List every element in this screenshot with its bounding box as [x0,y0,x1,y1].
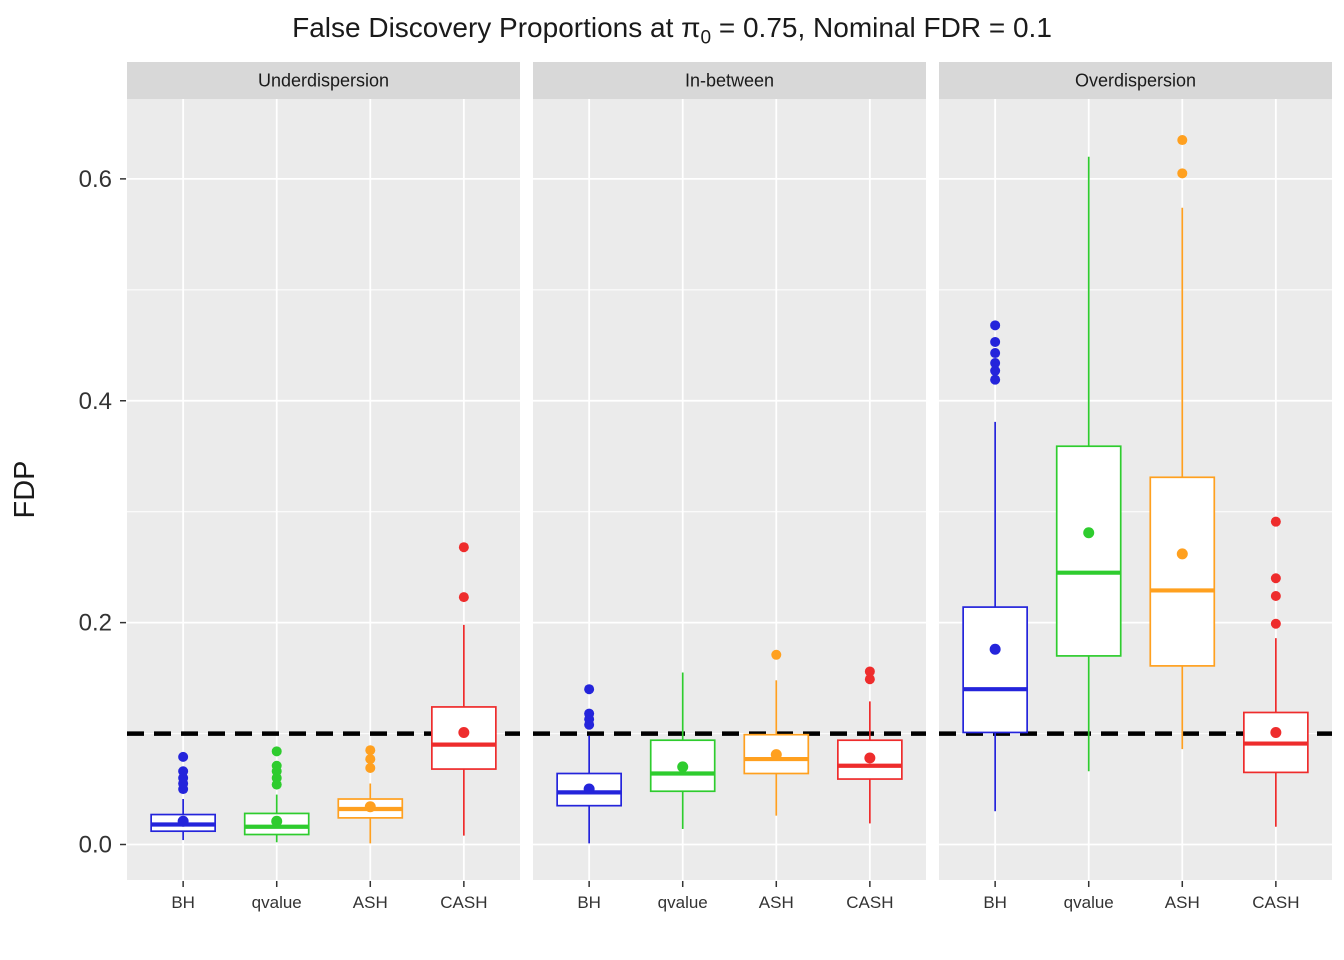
mean-dot [864,752,876,764]
outlier-dot [1177,135,1188,146]
box [962,606,1028,734]
boxplot-overdispersion-bh [962,320,1028,812]
chart-title-subscript: 0 [700,27,712,49]
outlier-dot [458,542,469,553]
outlier-dot [178,766,189,777]
mean-dot [271,815,283,827]
facet-strip-label: In-between [685,71,774,91]
box [431,706,497,770]
y-tick-label: 0.4 [79,388,112,415]
mean-dot [770,749,782,761]
box [1149,476,1216,667]
outlier-dot [990,358,1001,369]
x-tick-label: qvalue [1064,893,1114,912]
outlier-dot [990,365,1001,376]
mean-dot [177,815,189,827]
mean-dot [583,783,595,795]
x-tick-label: BH [577,893,601,912]
outlier-dot [1270,516,1281,527]
outlier-dot [271,760,282,771]
boxplot-in-between-cash [837,666,903,824]
boxplot-in-between-bh [556,684,622,844]
outlier-dot [990,336,1001,347]
outlier-dot [990,374,1001,385]
x-tick-label: CASH [440,893,487,912]
facet-strip-label: Underdispersion [258,71,389,91]
outlier-dot [271,746,282,757]
mean-dot [989,643,1001,655]
x-tick-label: ASH [353,893,388,912]
chart-title-pre: False Discovery Proportions at π [292,12,701,43]
boxplot-underdispersion-cash [431,542,497,836]
facet-strip [533,62,926,99]
x-tick-label: BH [171,893,195,912]
boxplot-overdispersion-ash [1149,135,1216,750]
mean-dot [1176,548,1188,560]
outlier-dot [584,708,595,719]
facet-strip [127,62,520,99]
outlier-dot [365,745,376,756]
boxplot-in-between-qvalue [649,672,716,829]
y-tick-label: 0.2 [79,610,112,637]
boxplot-underdispersion-ash [337,745,404,844]
boxplot-in-between-ash [743,649,810,816]
boxplot-chart: 0.0 0.2 0.4 0.6 FDP Underdispersion BH qvalue AS… [9,62,1332,912]
outlier-dot [365,762,376,773]
x-tick-label: qvalue [658,893,708,912]
mean-dot [364,801,376,813]
outlier-dot [990,320,1001,331]
mean-dot [1083,527,1095,539]
boxplot-overdispersion-cash [1243,516,1309,827]
chart-title-post: = 0.75, Nominal FDR = 0.1 [711,12,1052,43]
x-tick-label: BH [983,893,1007,912]
outlier-dot [864,674,875,685]
box [1055,445,1122,657]
x-tick-label: ASH [759,893,794,912]
boxplot-overdispersion-qvalue [1055,156,1122,772]
boxplot-underdispersion-bh [150,751,216,841]
outlier-dot [178,751,189,762]
outlier-dot [584,684,595,695]
outlier-dot [1270,618,1281,629]
outlier-dot [365,754,376,765]
mean-dot [1270,726,1282,738]
y-axis-label: FDP [9,461,41,519]
x-tick-label: CASH [846,893,893,912]
chart-title: False Discovery Proportions at π0 = 0.75… [0,8,1344,59]
outlier-dot [1177,168,1188,179]
boxplot-underdispersion-qvalue [243,746,310,843]
x-tick-label: qvalue [252,893,302,912]
x-tick-label: CASH [1252,893,1299,912]
outlier-dot [864,666,875,677]
y-tick-label: 0.0 [79,832,112,859]
outlier-dot [1270,591,1281,601]
y-tick-label: 0.6 [79,166,112,193]
facet-strip-label: Overdispersion [1075,71,1196,91]
mean-dot [458,726,470,738]
facet-strip [939,62,1332,99]
outlier-dot [771,649,782,660]
mean-dot [677,761,689,773]
outlier-dot [458,592,469,603]
outlier-dot [1270,573,1281,584]
x-tick-label: ASH [1165,893,1200,912]
outlier-dot [990,348,1001,359]
